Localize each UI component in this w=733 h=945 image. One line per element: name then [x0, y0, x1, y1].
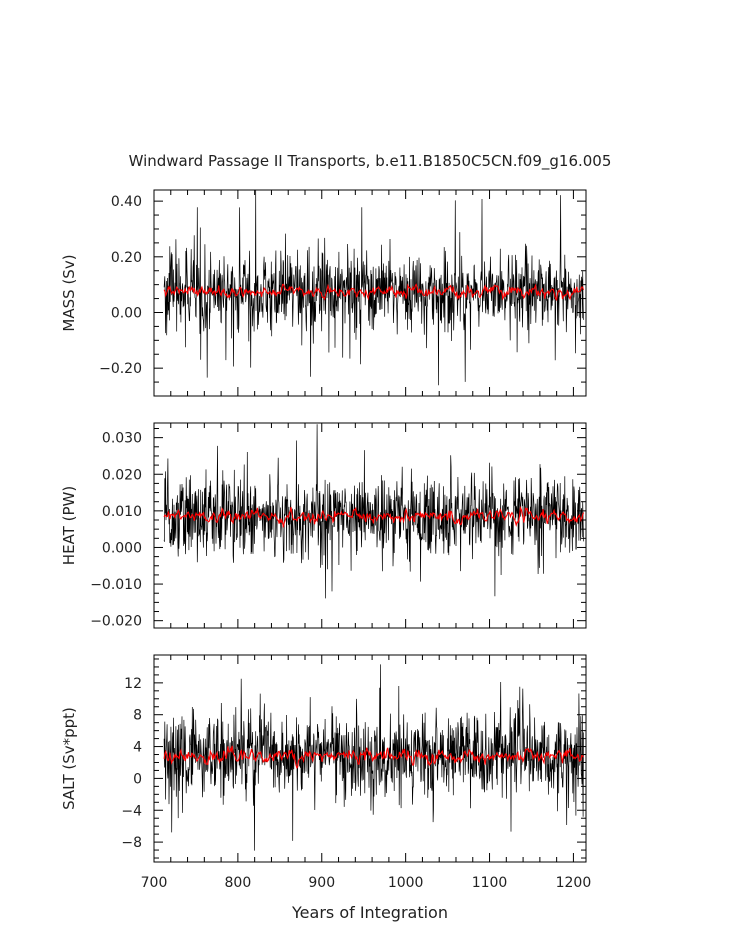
y-tick-label: −0.20 — [99, 361, 142, 377]
y-tick-label: 0 — [133, 771, 142, 787]
y-tick-label: 12 — [124, 676, 142, 692]
plot-frame — [153, 189, 587, 397]
x-tick-label: 800 — [225, 875, 252, 891]
plot-frame — [153, 654, 587, 863]
y-tick-label: 0.20 — [111, 250, 142, 266]
salt-ylabel: SALT (Sv*ppt) — [60, 707, 78, 810]
smoothed-series-line — [163, 745, 584, 770]
y-tick-label: −0.010 — [90, 577, 142, 593]
salt-panel: −8 −4 0 4 8 12 700 800 900 1000 1100 1200 — [121, 654, 592, 891]
mass-panel: −0.20 0.00 0.20 0.40 — [99, 189, 587, 397]
y-tick-label: −8 — [121, 835, 142, 851]
smoothed-series-line — [163, 505, 585, 528]
y-tick-label: 0.010 — [102, 504, 142, 520]
y-tick-label: 0.40 — [111, 194, 142, 210]
x-axis-label: Years of Integration — [291, 903, 448, 922]
x-tick-label: 900 — [308, 875, 335, 891]
x-tick-label: 700 — [141, 875, 168, 891]
y-tick-label: −4 — [121, 803, 142, 819]
mass-ylabel: MASS (Sv) — [60, 254, 78, 331]
y-tick-label: 0.00 — [111, 305, 142, 321]
heat-ylabel: HEAT (PW) — [60, 486, 78, 565]
annual-series-line — [163, 664, 584, 851]
x-tick-label: 1100 — [472, 875, 508, 891]
plot-frame — [153, 422, 587, 629]
y-tick-label: −0.020 — [90, 614, 142, 630]
y-tick-label: 4 — [133, 740, 142, 756]
x-tick-label: 1200 — [556, 875, 592, 891]
heat-panel: −0.020 −0.010 0.000 0.010 0.020 0.030 — [90, 422, 587, 630]
x-tick-label: 1000 — [388, 875, 424, 891]
annual-series-line — [163, 190, 584, 386]
y-tick-label: 0.020 — [102, 467, 142, 483]
y-tick-label: 0.000 — [102, 540, 142, 556]
y-tick-label: 8 — [133, 708, 142, 724]
y-tick-label: 0.030 — [102, 431, 142, 447]
chart-title: Windward Passage II Transports, b.e11.B1… — [129, 152, 612, 171]
smoothed-series-line — [163, 283, 585, 302]
